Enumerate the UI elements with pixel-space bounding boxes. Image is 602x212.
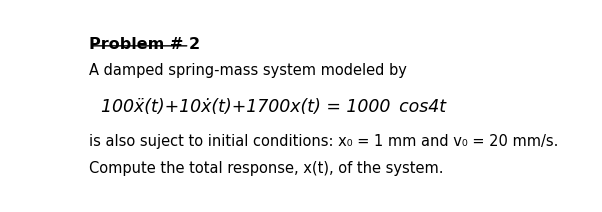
- Text: 100ẍ(t)+10ẋ(t)+1700x(t) = 1000 cos4t: 100ẍ(t)+10ẋ(t)+1700x(t) = 1000 cos4t: [101, 98, 446, 116]
- Text: Compute the total response, x(t), of the system.: Compute the total response, x(t), of the…: [89, 161, 444, 176]
- Text: A damped spring-mass system modeled by: A damped spring-mass system modeled by: [89, 63, 407, 78]
- Text: Problem # 2: Problem # 2: [89, 37, 200, 52]
- Text: is also suject to initial conditions: x₀ = 1 mm and v₀ = 20 mm/s.: is also suject to initial conditions: x₀…: [89, 134, 559, 149]
